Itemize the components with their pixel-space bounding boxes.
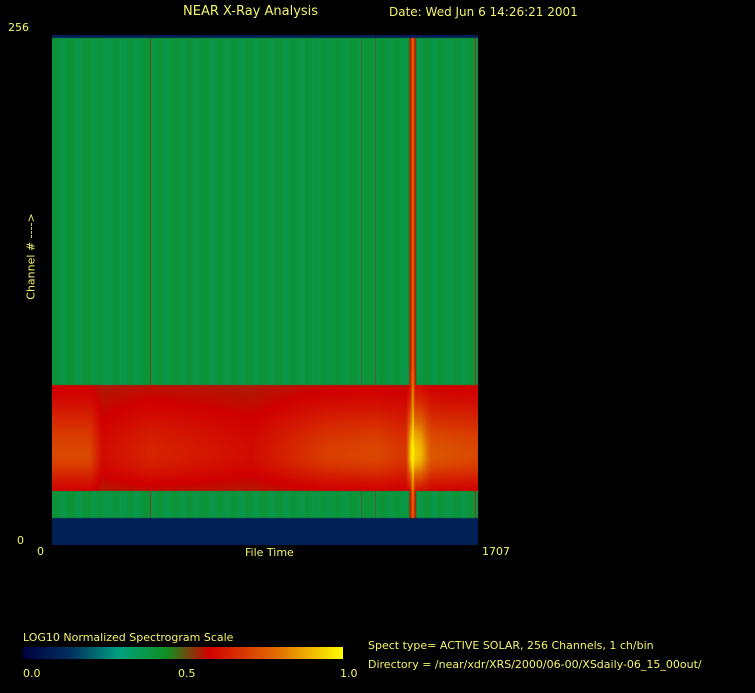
x-tick-min: 0	[37, 545, 44, 558]
colorbar	[23, 647, 343, 659]
y-axis-label: Channel # ---->	[24, 213, 38, 300]
y-tick-min: 0	[17, 534, 24, 547]
colorbar-tick-0: 0.0	[23, 667, 41, 680]
colorbar-tick-05: 0.5	[178, 667, 196, 680]
spectrogram-heatmap	[52, 35, 478, 545]
x-axis-label: File Time	[245, 546, 294, 559]
directory-info: Directory = /near/xdr/XRS/2000/06-00/XSd…	[368, 658, 702, 671]
date-label: Date: Wed Jun 6 14:26:21 2001	[389, 5, 578, 19]
y-tick-max: 256	[8, 21, 29, 34]
x-tick-max: 1707	[482, 545, 510, 558]
spect-type-info: Spect type= ACTIVE SOLAR, 256 Channels, …	[368, 639, 654, 652]
colorbar-tick-1: 1.0	[340, 667, 358, 680]
chart-title: NEAR X-Ray Analysis	[183, 4, 319, 19]
colorbar-title: LOG10 Normalized Spectrogram Scale	[23, 631, 234, 644]
